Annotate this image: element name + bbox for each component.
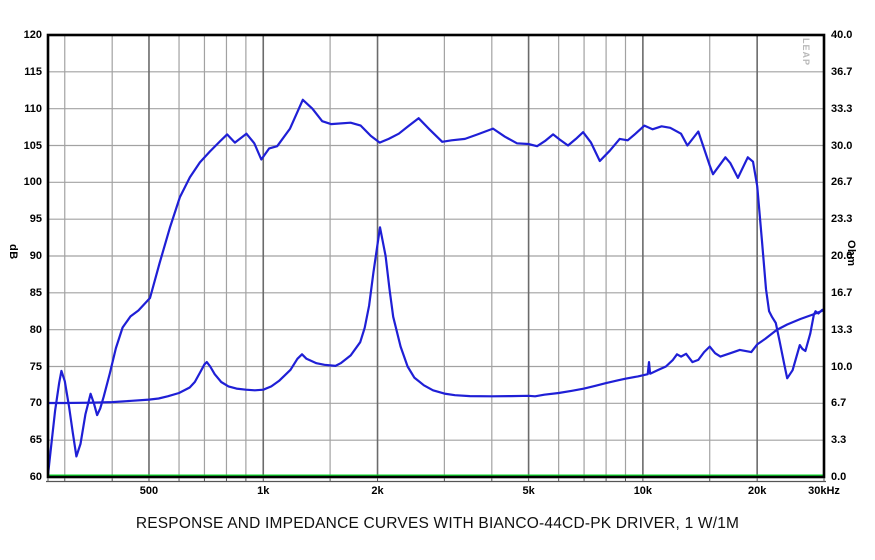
y-axis-tick-label-db: 70 (29, 397, 42, 410)
frequency-response-curve (48, 98, 824, 476)
x-axis-tick-label: 10k (633, 485, 653, 497)
chart-title: RESPONSE AND IMPEDANCE CURVES WITH BIANC… (135, 515, 740, 532)
y-axis-tick-label-ohm: 20.0 (831, 250, 853, 262)
y-axis-tick-label-db: 75 (29, 360, 42, 373)
x-axis-tick-label: 2k (371, 485, 384, 497)
y-axis-tick-label-db: 110 (24, 102, 42, 115)
plot-border (46, 33, 826, 479)
watermark-leap: LEAP (801, 38, 811, 67)
x-axis-tick-label: 1k (257, 485, 270, 497)
y-axis-tick-label-ohm: 3.3 (831, 434, 847, 447)
y-axis-tick-label-db: 95 (29, 213, 42, 226)
y-axis-tick-label-ohm: 13.3 (831, 323, 853, 336)
y-axis-tick-label-ohm: 40.0 (831, 29, 853, 41)
y-axis-tick-label-ohm: 16.7 (831, 286, 853, 299)
y-axis-title-db: dB (7, 244, 19, 260)
y-axis-tick-label-ohm: 6.7 (831, 397, 847, 410)
y-axis-tick-label-db: 120 (23, 29, 42, 41)
y-axis-tick-label-ohm: 10.0 (831, 360, 853, 373)
y-axis-tick-label-ohm: 30.0 (831, 139, 853, 152)
y-axis-tick-label-ohm: 26.7 (831, 176, 853, 189)
y-axis-tick-label-ohm: 36.7 (831, 65, 853, 78)
x-axis-tick-label: 500 (139, 485, 159, 497)
y-axis-tick-label-ohm: 23.3 (831, 213, 853, 226)
y-axis-title-ohm: Ohm (845, 240, 857, 267)
y-axis-tick-label-db: 105 (23, 139, 42, 152)
y-axis-tick-label-db: 60 (29, 471, 42, 483)
y-axis-tick-label-db: 100 (23, 176, 42, 189)
impedance-curve (48, 226, 824, 405)
y-axis-tick-label-ohm: 33.3 (831, 102, 853, 115)
y-axis-tick-label-db: 115 (24, 65, 42, 78)
y-axis-tick-label-db: 80 (29, 323, 42, 336)
y-axis-tick-label-ohm: 0.0 (831, 471, 847, 483)
x-axis-tick-label: 5k (522, 485, 535, 497)
x-axis-tick-label: 20k (747, 485, 767, 497)
y-axis-tick-label-db: 85 (29, 286, 42, 299)
x-axis-tick-label: 30kHz (808, 485, 840, 497)
y-axis-tick-label-db: 90 (29, 250, 42, 262)
y-axis-tick-label-db: 65 (29, 434, 42, 447)
